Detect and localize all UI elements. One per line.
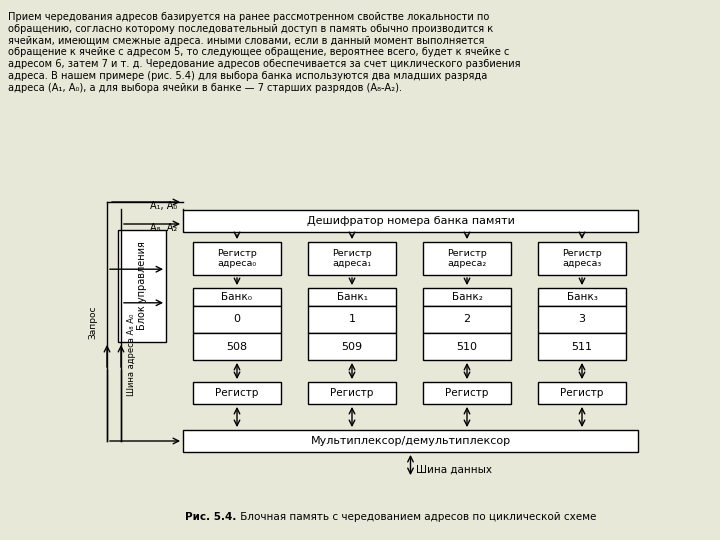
FancyBboxPatch shape [183,210,638,232]
Text: 510: 510 [456,341,477,352]
Text: адреса (A₁, A₀), а для выбора ячейки в банке — 7 старших разрядов (A₈-A₂).: адреса (A₁, A₀), а для выбора ячейки в б… [8,83,402,93]
Text: Регистр: Регистр [330,388,374,398]
Text: 0: 0 [233,314,240,325]
Text: Банк₃: Банк₃ [567,292,598,302]
FancyBboxPatch shape [308,382,396,404]
Text: Банк₂: Банк₂ [451,292,482,302]
Text: 2: 2 [464,314,471,325]
FancyBboxPatch shape [193,288,281,306]
Text: Запрос: Запрос [89,305,97,339]
Text: ячейкам, имеющим смежные адреса. иными словами, если в данный момент выполняется: ячейкам, имеющим смежные адреса. иными с… [8,36,485,45]
Text: адресом 6, затем 7 и т. д. Чередование адресов обеспечивается за счет циклическо: адресом 6, затем 7 и т. д. Чередование а… [8,59,521,69]
FancyBboxPatch shape [423,242,511,275]
Text: адреса. В нашем примере (рис. 5.4) для выбора банка используются два младших раз: адреса. В нашем примере (рис. 5.4) для в… [8,71,487,81]
FancyBboxPatch shape [193,242,281,275]
FancyBboxPatch shape [308,306,396,333]
Text: Регистр
адреса₃: Регистр адреса₃ [562,249,602,268]
Text: A₁, A₀: A₁, A₀ [150,201,177,211]
FancyBboxPatch shape [308,333,396,360]
FancyBboxPatch shape [308,288,396,306]
FancyBboxPatch shape [538,242,626,275]
Text: Регистр: Регистр [445,388,489,398]
Text: Банк₀: Банк₀ [222,292,253,302]
Text: Рис. 5.4.: Рис. 5.4. [185,512,236,522]
FancyBboxPatch shape [538,306,626,333]
Text: обращению, согласно которому последовательный доступ в память обычно производитс: обращению, согласно которому последовате… [8,24,493,34]
FancyBboxPatch shape [538,288,626,306]
Text: 1: 1 [348,314,356,325]
Text: Блочная память с чередованием адресов по циклической схеме: Блочная память с чередованием адресов по… [237,512,596,522]
Text: Банк₁: Банк₁ [336,292,367,302]
Text: 509: 509 [341,341,363,352]
FancyBboxPatch shape [538,382,626,404]
Text: обращение к ячейке с адресом 5, то следующее обращение, вероятнее всего, будет к: обращение к ячейке с адресом 5, то следу… [8,48,509,57]
Text: 508: 508 [226,341,248,352]
Text: Шина данных: Шина данных [415,465,492,475]
Text: 3: 3 [578,314,585,325]
Text: Дешифратор номера банка памяти: Дешифратор номера банка памяти [307,216,514,226]
Text: Блок управления: Блок управления [137,241,147,330]
Text: Регистр: Регистр [215,388,258,398]
FancyBboxPatch shape [538,333,626,360]
Text: 511: 511 [572,341,593,352]
FancyBboxPatch shape [423,288,511,306]
FancyBboxPatch shape [193,306,281,333]
FancyBboxPatch shape [423,382,511,404]
Text: Регистр
адреса₂: Регистр адреса₂ [447,249,487,268]
FancyBboxPatch shape [423,306,511,333]
Text: Прием чередования адресов базируется на ранее рассмотренном свойстве локальности: Прием чередования адресов базируется на … [8,12,490,22]
FancyBboxPatch shape [308,242,396,275]
Text: Регистр
адреса₁: Регистр адреса₁ [332,249,372,268]
FancyBboxPatch shape [193,382,281,404]
FancyBboxPatch shape [193,333,281,360]
FancyBboxPatch shape [118,230,166,342]
Text: A₈  A₂: A₈ A₂ [150,223,177,233]
Text: Регистр
адреса₀: Регистр адреса₀ [217,249,257,268]
Text: Шина адреса A₈ A₀: Шина адреса A₈ A₀ [127,314,135,396]
FancyBboxPatch shape [423,333,511,360]
Text: Мультиплексор/демультиплексор: Мультиплексор/демультиплексор [310,436,510,446]
Text: Регистр: Регистр [560,388,603,398]
FancyBboxPatch shape [183,430,638,452]
